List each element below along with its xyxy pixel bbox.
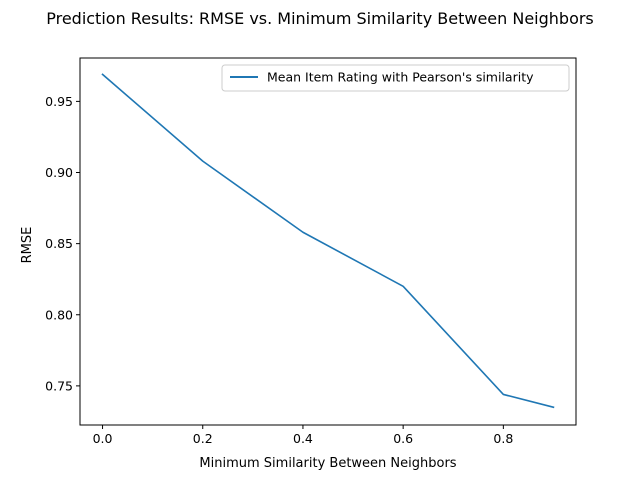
x-tick-label: 0.8 — [493, 431, 513, 446]
plot-frame — [79, 57, 577, 426]
legend-label: Mean Item Rating with Pearson's similari… — [267, 70, 534, 85]
y-tick-label: 0.80 — [45, 307, 73, 322]
x-axis-ticks: 0.0 0.2 0.4 0.6 0.8 — [93, 425, 513, 446]
y-axis-label: RMSE — [20, 227, 35, 264]
series-line-0 — [101, 73, 555, 409]
x-axis-label: Minimum Similarity Between Neighbors — [199, 456, 456, 471]
chart-title: Prediction Results: RMSE vs. Minimum Sim… — [46, 9, 594, 28]
x-tick-label: 0.6 — [393, 431, 413, 446]
legend-box — [221, 64, 570, 92]
x-tick-label: 0.4 — [293, 431, 313, 446]
x-tick-label: 0.2 — [193, 431, 213, 446]
y-tick-label: 0.85 — [45, 236, 73, 251]
y-tick-label: 0.90 — [45, 165, 73, 180]
y-axis-ticks: 0.75 0.80 0.85 0.90 0.95 — [45, 94, 80, 393]
plot-area — [80, 58, 576, 425]
y-tick-label: 0.75 — [45, 378, 73, 393]
x-tick-label: 0.0 — [93, 431, 113, 446]
series-layer — [101, 73, 555, 409]
y-tick-label: 0.95 — [45, 94, 73, 109]
legend: Mean Item Rating with Pearson's similari… — [221, 64, 570, 92]
